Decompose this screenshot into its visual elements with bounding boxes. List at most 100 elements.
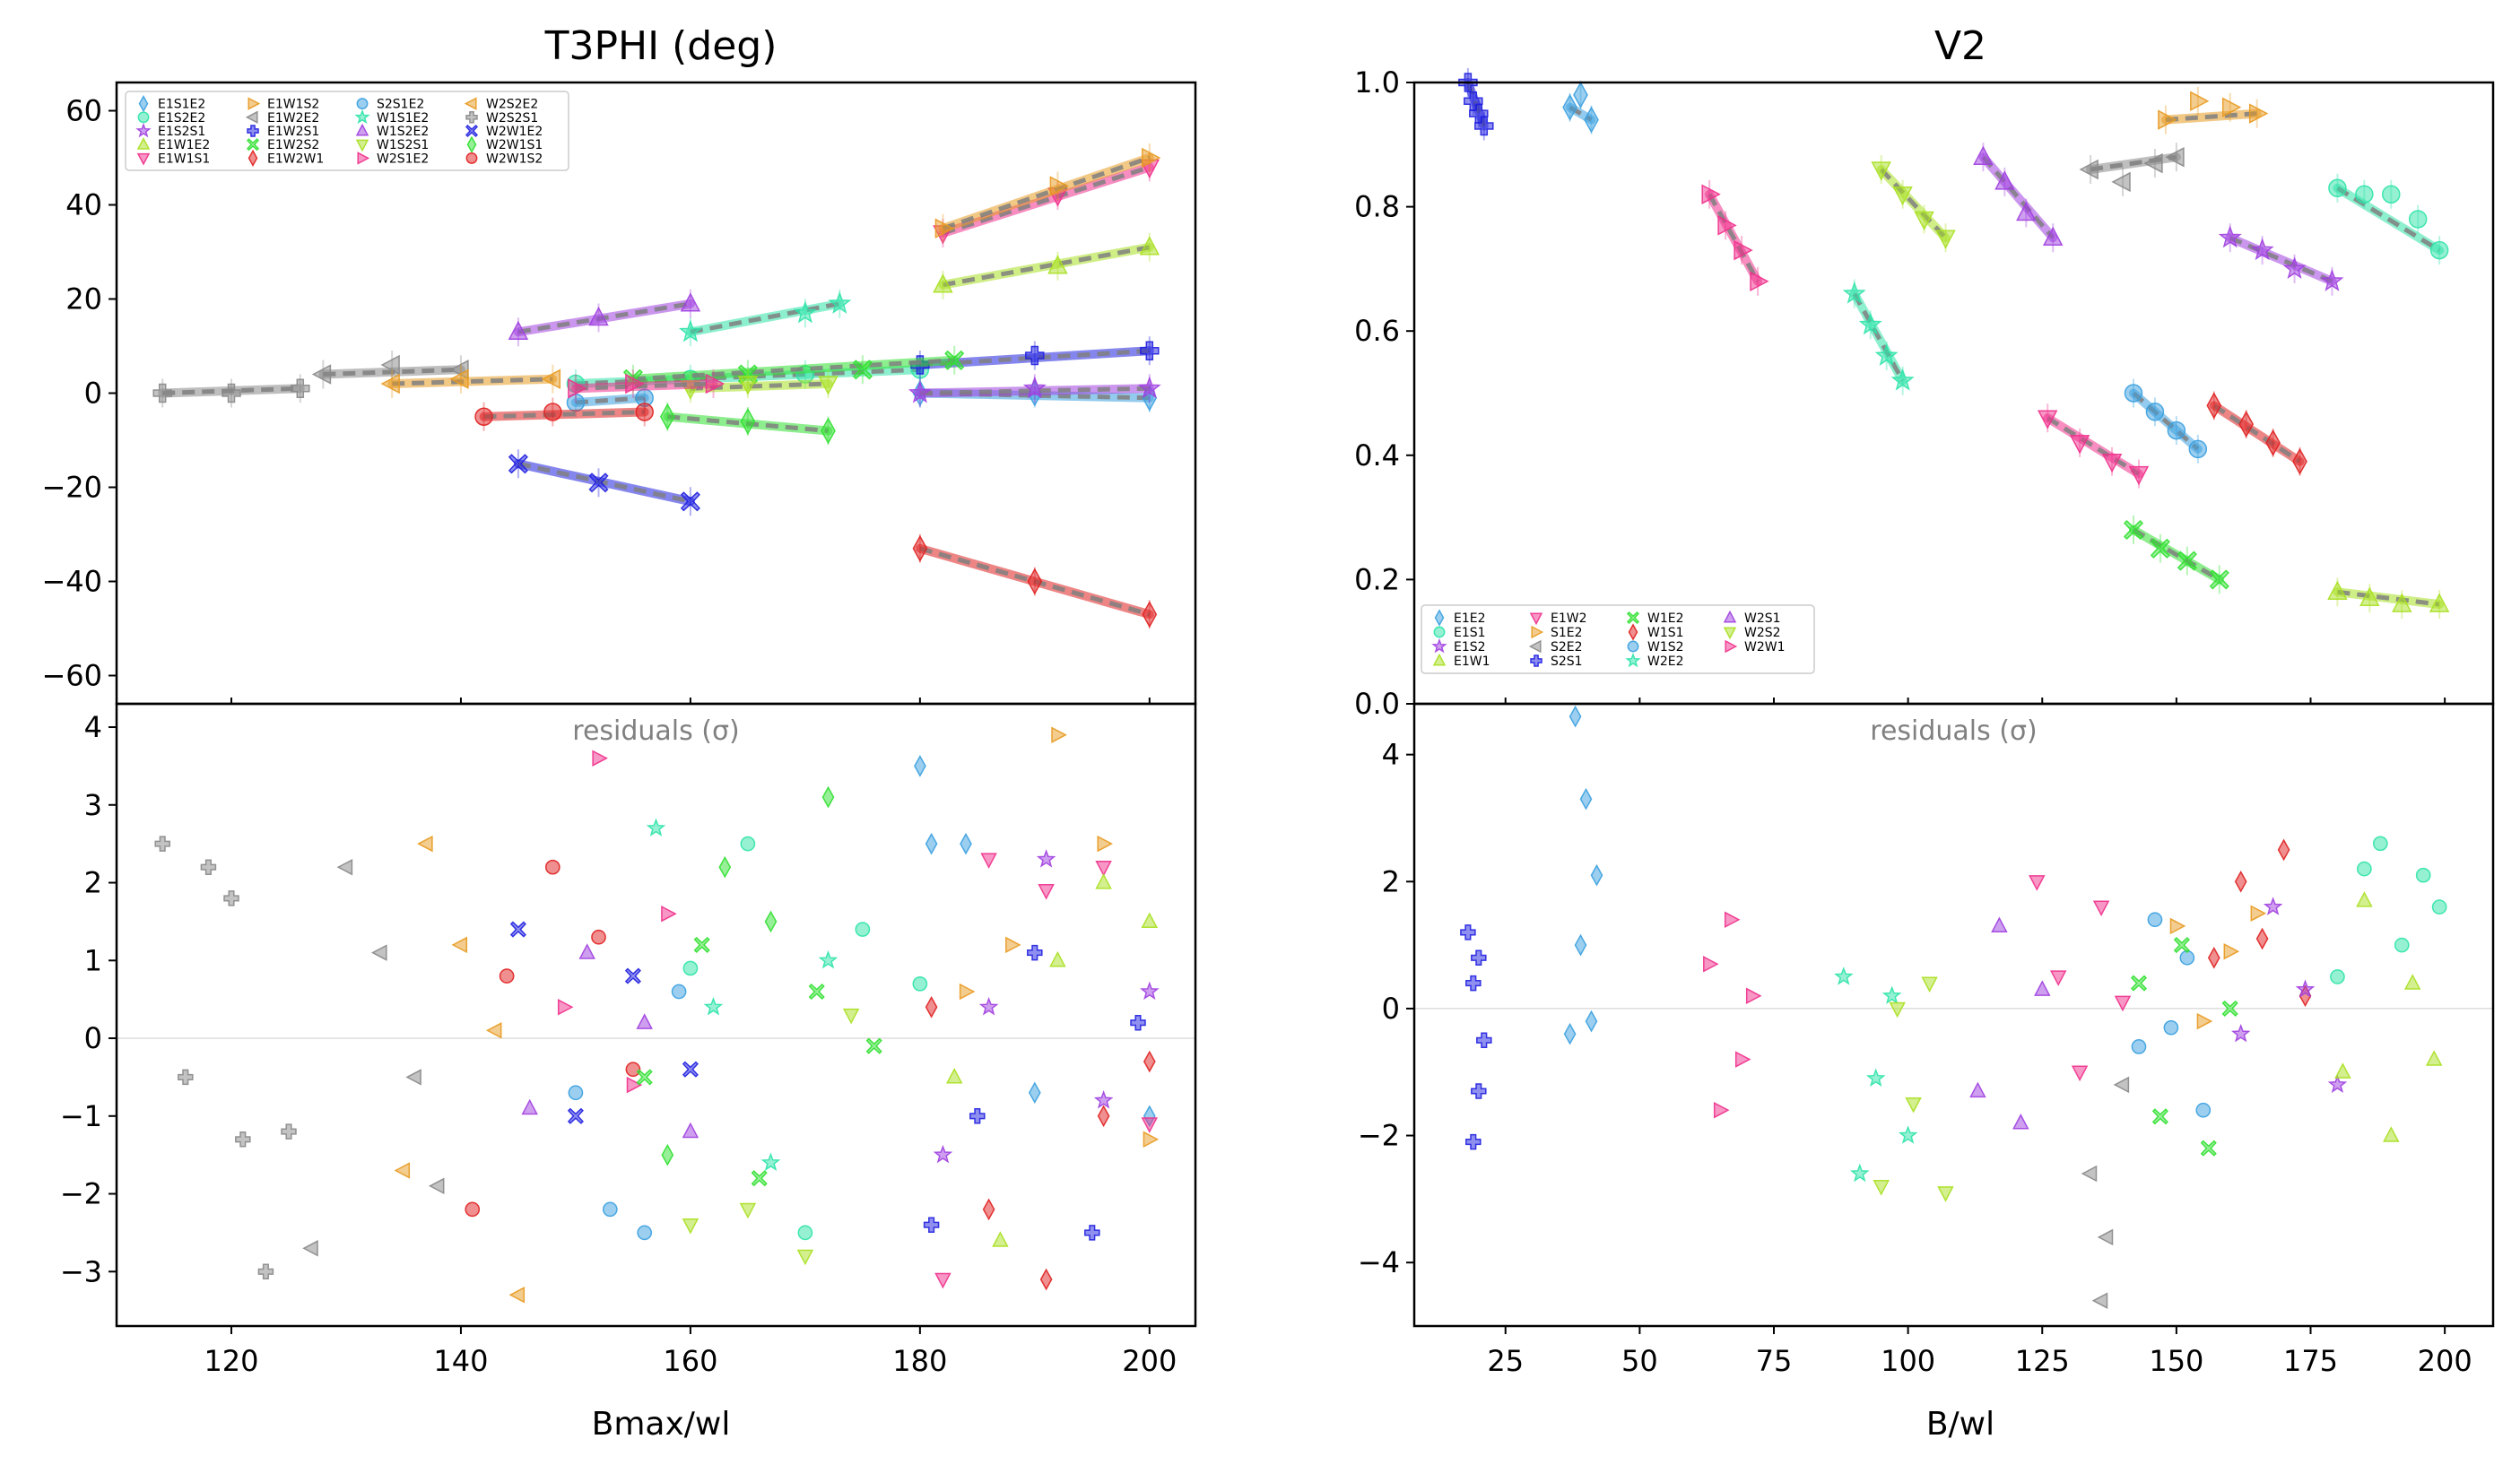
data-point [1143,1050,1156,1073]
data-point [1973,145,1994,165]
data-point [1049,950,1066,967]
data-point [1898,1125,1918,1144]
legend-marker [1628,623,1638,641]
data-point [2190,91,2210,112]
data-point [1849,1163,1870,1183]
data-point [380,373,400,394]
data-point [1834,967,1854,985]
data-point [2408,210,2428,229]
x-tick-label: 175 [2283,1344,2338,1378]
data-point [2016,201,2037,221]
data-point [914,755,926,777]
series-w1e2 [2123,515,2229,594]
data-point [591,929,606,945]
legend-marker [1725,639,1738,654]
data-point [1142,601,1158,628]
data-point [521,1098,538,1115]
data-point [796,1249,814,1266]
data-point [2383,1126,2400,1142]
data-point [912,975,928,992]
data-point [2265,429,2281,456]
model-line [483,410,645,420]
data-point [2277,838,2290,862]
legend-marker [1530,654,1542,667]
series-w2s1 [1969,916,2051,1130]
x-tick-label: 140 [433,1344,488,1378]
v2-xlabel: B/wl [1926,1406,1994,1443]
data-point [1562,93,1577,121]
data-point [680,292,701,312]
data-point [2415,867,2431,883]
legend-marker [1625,652,1641,668]
model-line [1879,168,1948,239]
model-line [2090,154,2177,172]
data-point [2372,836,2388,852]
y-tick-label: 0.8 [1354,190,1400,224]
data-point [934,218,955,239]
data-point [925,995,938,1019]
data-point [2221,1000,2238,1017]
legend-label: E1W2E2 [267,111,319,126]
legend-marker [354,108,370,125]
data-point [1579,787,1593,811]
series-w2s2e2 [380,364,561,398]
data-point [636,1069,653,1086]
data-point [693,936,710,953]
data-point [1130,1014,1146,1031]
data-point [2431,899,2447,915]
data-point [1991,916,2008,933]
legend-marker [355,123,369,136]
legend-label: W1S2 [1647,640,1684,654]
data-point [1460,924,1476,941]
data-point [1734,239,1753,261]
data-point [2327,580,2348,601]
model-line [942,245,1151,288]
data-point [1937,1186,1954,1202]
data-point [682,1218,700,1235]
legend-marker [465,152,478,164]
series-s2s1e2 [566,383,654,417]
series-w1s2e2 [521,943,700,1139]
series-e1w2 [2037,403,2150,489]
axes-frame [115,702,1197,1328]
series-w1s2 [2124,378,2208,464]
series-e1s2e2 [682,836,928,1241]
series-w2s2s1 [154,836,297,1280]
data-point [912,534,928,562]
data-point [821,417,836,445]
data-point [578,943,595,959]
data-point [602,1201,618,1218]
data-point [1890,368,1915,391]
data-point [1713,1101,1730,1119]
legend: E1S1E2E1S2E2E1S2S1E1W1E2E1W1S1E1W1S2E1W2… [125,91,569,171]
data-point [485,1022,502,1039]
series-w2s2s1 [152,374,310,408]
data-point [1568,705,1582,728]
series-s1e2 [2158,86,2269,134]
x-tick-label: 25 [1487,1344,1524,1378]
legend-label: W2E2 [1647,654,1684,669]
data-point [2238,411,2255,438]
legend-marker [135,122,152,138]
data-point [370,944,387,961]
series-w2s1e2 [568,369,726,403]
data-point [2218,225,2242,248]
data-point [2328,178,2347,198]
data-point [405,1069,421,1086]
legend-marker [137,111,150,124]
data-point [2196,1012,2213,1030]
legend-marker [465,111,478,124]
legend-box [1421,604,1815,674]
x-tick-label: 120 [204,1344,258,1378]
series-s2e2 [2079,143,2185,196]
data-point [1471,1083,1487,1099]
data-point [311,364,332,385]
data-point [1137,376,1161,399]
data-point [1734,1051,1751,1068]
y-tick-label: 1 [84,943,102,977]
data-point [2282,256,2307,279]
model-line [2132,391,2200,451]
legend-label: E1W1S2 [267,98,319,112]
data-point [449,368,469,390]
